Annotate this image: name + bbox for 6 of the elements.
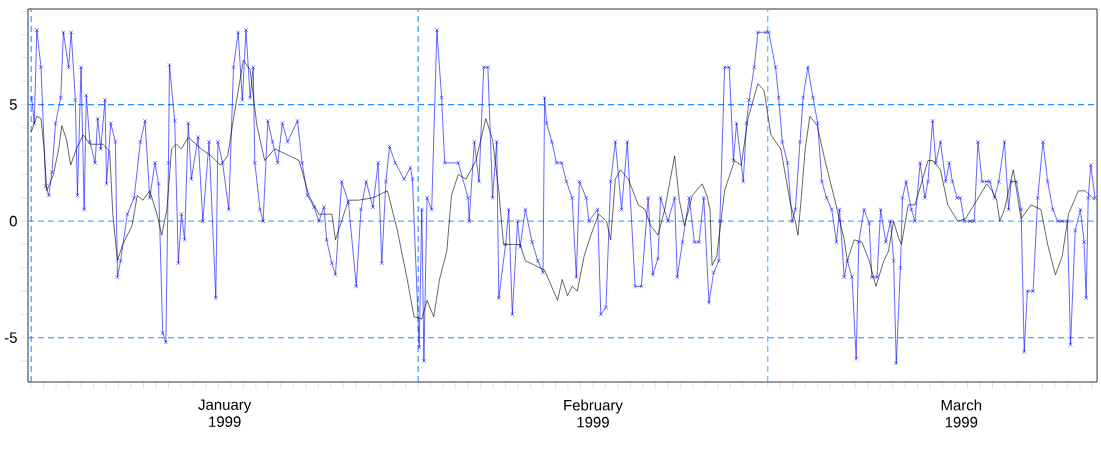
x-tick-label: March 1999 [941, 399, 982, 428]
x-tick-label: February 1999 [564, 399, 623, 428]
y-tick-label: -5 [4, 332, 17, 343]
y-tick-label: 0 [9, 215, 17, 227]
x-tick-label: January 1999 [198, 399, 252, 427]
y-tick-label: 5 [9, 99, 17, 110]
